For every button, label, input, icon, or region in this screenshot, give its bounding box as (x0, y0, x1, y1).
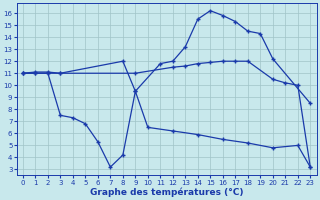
X-axis label: Graphe des températures (°C): Graphe des températures (°C) (90, 187, 243, 197)
